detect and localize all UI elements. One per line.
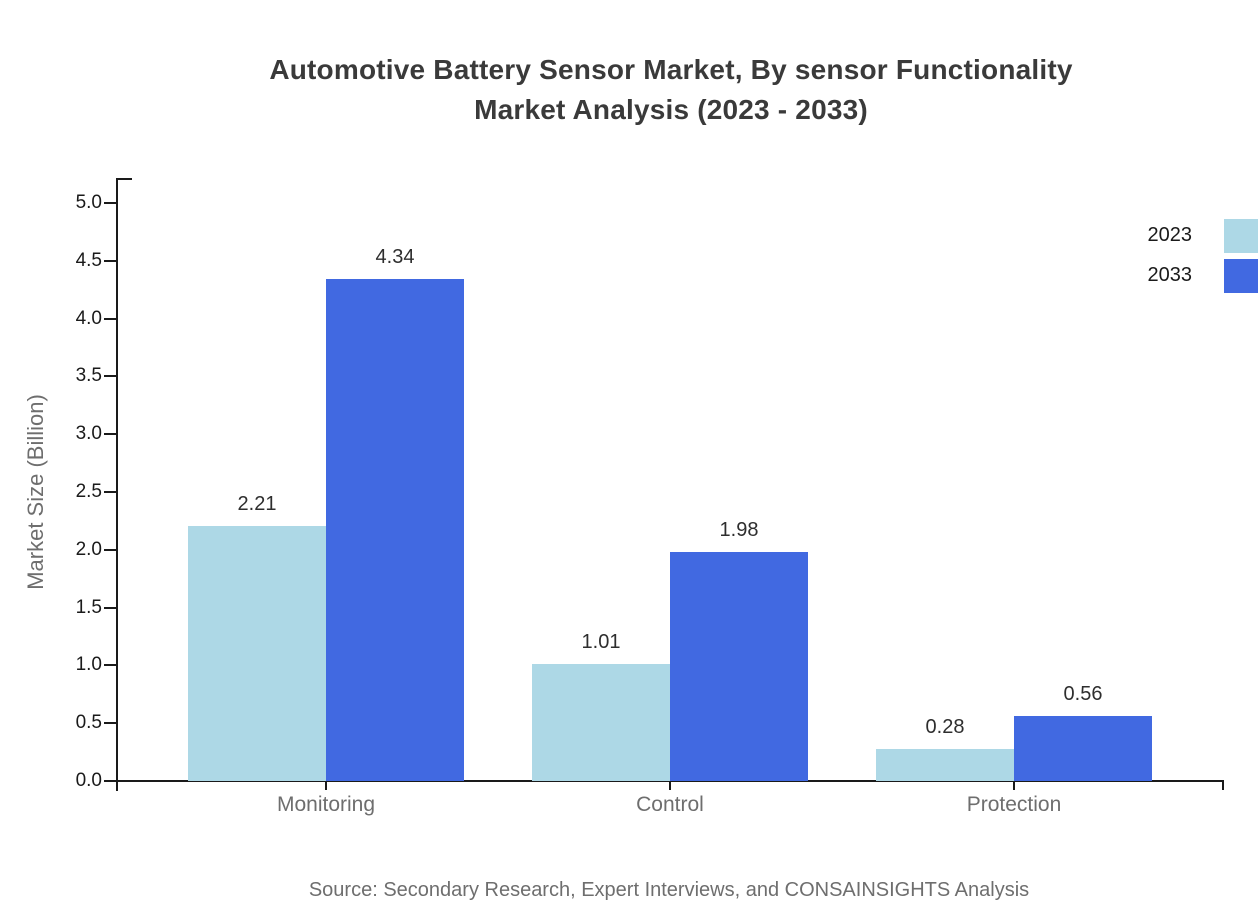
value-label: 1.98: [719, 519, 759, 542]
value-label: 0.56: [1063, 683, 1103, 706]
x-axis-end-tick: [1222, 780, 1224, 790]
y-tick: [104, 548, 116, 551]
x-tick: [325, 781, 327, 790]
y-tick-label: 2.0: [75, 538, 102, 560]
y-tick: [104, 491, 116, 493]
legend-swatch-2023: [1224, 219, 1258, 253]
chart-title-line1: Automotive Battery Sensor Market, By sen…: [269, 54, 1073, 85]
y-tick: [104, 722, 116, 725]
value-label: 2.21: [237, 492, 277, 515]
source-note: Source: Secondary Research, Expert Inter…: [308, 879, 1030, 901]
y-axis-line: [116, 178, 118, 791]
y-tick: [104, 433, 116, 436]
y-tick-label: 1.5: [75, 596, 102, 618]
bar-2023-monitoring: [188, 525, 326, 781]
value-label: 0.28: [925, 715, 965, 738]
y-tick: [104, 780, 116, 782]
chart-title: Automotive Battery Sensor Market, By sen…: [82, 50, 1260, 130]
x-tick: [1013, 781, 1015, 790]
legend-label-2023: 2023: [1147, 224, 1193, 246]
y-tick-label: 0.0: [75, 770, 102, 791]
value-label: 4.34: [375, 246, 415, 269]
legend-label-2033: 2033: [1147, 264, 1193, 286]
x-category-label: Monitoring: [276, 793, 376, 816]
bar-2033-protection: [1014, 716, 1152, 781]
y-tick-label: 3.0: [75, 423, 102, 445]
legend-swatch-2033: [1224, 259, 1258, 293]
y-tick-label: 3.5: [75, 365, 102, 387]
y-tick-label: 4.0: [75, 307, 102, 329]
y-tick-label: 1.0: [75, 654, 102, 676]
x-category-label: Control: [636, 793, 704, 816]
y-tick-label: 4.5: [75, 249, 102, 271]
y-tick: [104, 202, 116, 204]
y-tick-label: 0.5: [75, 712, 102, 734]
y-tick-label: 2.5: [75, 481, 102, 502]
bar-2023-protection: [876, 748, 1014, 781]
bar-2023-control: [532, 664, 670, 781]
x-tick: [669, 781, 671, 790]
y-tick: [104, 664, 116, 667]
y-tick-label: 5.0: [75, 192, 102, 213]
y-tick: [104, 375, 116, 378]
bar-2033-control: [670, 552, 808, 781]
y-axis-top-cap: [116, 178, 132, 180]
x-category-label: Protection: [966, 793, 1062, 816]
y-tick: [104, 317, 116, 320]
y-tick: [104, 606, 116, 609]
value-label: 1.01: [581, 631, 621, 654]
y-tick: [104, 259, 116, 262]
bar-2033-monitoring: [326, 279, 464, 781]
chart-title-line2: Market Analysis (2023 - 2033): [474, 94, 868, 125]
